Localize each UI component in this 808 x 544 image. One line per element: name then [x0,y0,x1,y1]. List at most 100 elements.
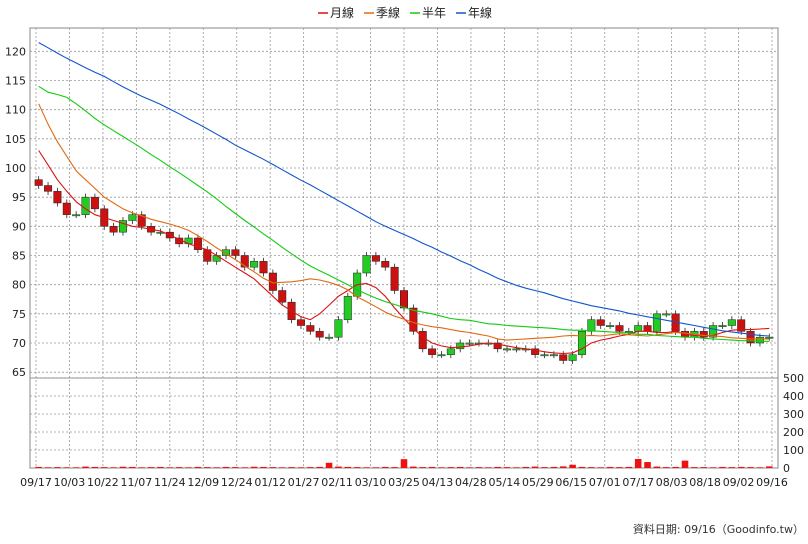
candle-body [615,325,624,332]
date-tick-label: 04/13 [422,476,454,489]
grid [30,28,778,468]
price-tick-label: 110 [5,104,26,117]
date-tick-label: 05/29 [522,476,554,489]
date-tick-label: 11/24 [154,476,186,489]
candle-body [81,196,90,215]
date-tick-label: 08/18 [689,476,721,489]
volume-bar [428,466,436,468]
volume-bar [503,467,511,468]
volume-bar [550,466,558,468]
price-tick-label: 75 [12,308,26,321]
price-tick-label: 95 [12,191,26,204]
volume-bar [35,466,42,468]
candle-body [240,255,249,268]
ma-year-line [38,42,770,337]
volume-bar [316,466,323,468]
candle-body [212,255,221,262]
volume-bar [185,467,192,468]
volume-bar [175,467,183,468]
date-tick-label: 07/01 [589,476,621,489]
volume-bar [747,467,754,468]
volume-bar [569,464,576,468]
price-tick-label: 70 [12,337,26,350]
volume-bar [353,467,361,468]
price-axis: 120 115 110 105 100 95 90 85 80 75 70 65 [5,45,26,379]
date-tick-label: 01/27 [288,476,320,489]
volume-bar [166,467,174,468]
date-tick-label: 10/22 [87,476,119,489]
volume-bar [691,467,698,468]
volume-bar [82,466,89,468]
volume-bar [241,467,249,468]
candle-body [652,313,661,332]
candle-body [727,319,736,326]
candle-body [643,325,652,332]
volume-bar [531,466,539,468]
volume-panel [29,377,779,469]
volume-bar [737,466,745,468]
volume-bar [63,467,71,468]
legend-label: 季線 [376,5,400,20]
volume-bar [297,467,305,468]
date-tick-label: 08/03 [656,476,688,489]
date-tick-label: 06/15 [555,476,587,489]
candle-body [325,336,334,339]
price-tick-label: 115 [5,75,26,88]
candle-body [371,255,380,262]
volume-bar [597,467,604,468]
candle-body [306,325,315,332]
date-tick-label: 03/25 [388,476,420,489]
date-tick-label: 05/14 [489,476,521,489]
date-tick-label: 04/28 [455,476,487,489]
price-tick-label: 100 [5,162,26,175]
candle-body [446,348,455,355]
candle-body [755,336,764,344]
legend-label: 年線 [468,5,492,20]
volume-bar [119,466,127,468]
candle-body [568,354,577,361]
date-tick-label: 09/17 [20,476,52,489]
candle-body [493,342,502,350]
date-tick-label: 09/02 [723,476,755,489]
candle-body [390,266,399,291]
volume-axis: 500 400 300 200 100 0 [783,372,804,475]
volume-bar [54,467,61,468]
candle-body [765,336,774,339]
date-tick-label: 12/24 [221,476,253,489]
volume-bar [307,467,314,468]
volume-bar [513,467,520,468]
candle-body [587,319,596,332]
volume-tick-label: 300 [783,408,804,421]
volume-tick-label: 500 [783,372,804,385]
date-tick-label: 10/03 [54,476,86,489]
date-tick-label: 03/10 [355,476,387,489]
candle-body [437,354,446,357]
volume-bar [213,467,220,468]
candle-body [559,354,568,361]
volume-bar [672,466,679,468]
volume-bar [606,466,614,468]
candle-body [709,325,718,338]
price-tick-label: 80 [12,279,26,292]
volume-bar [578,466,586,468]
candle-body [540,354,549,357]
candle-body [699,331,708,338]
volume-bar [625,466,633,468]
candle-body [606,325,615,327]
candle-body [315,331,324,338]
candle-body [334,319,343,338]
candle-body [53,191,62,204]
volume-bar [616,467,623,468]
volume-bar [147,467,155,468]
volume-tick-label: 0 [783,462,790,475]
price-tick-label: 65 [12,366,26,379]
candle-body [109,226,118,233]
volume-bar [653,466,661,468]
volume-bar [129,466,136,468]
candle-body [128,214,137,221]
volume-bar [363,467,370,468]
volume-bar [100,467,108,468]
candle-body [44,185,53,192]
candle-body [737,319,746,332]
